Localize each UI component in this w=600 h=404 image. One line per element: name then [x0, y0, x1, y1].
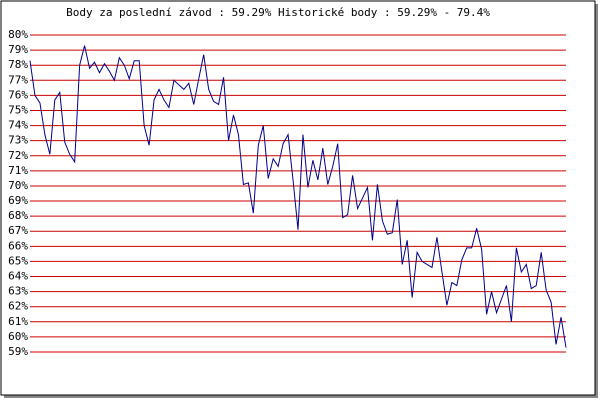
y-tick-label: 59%	[8, 345, 28, 358]
y-tick-label: 78%	[8, 58, 28, 71]
y-tick-label: 62%	[8, 300, 28, 313]
chart-title: Body za poslední závod : 59.29% Historic…	[66, 6, 490, 19]
y-tick-label: 76%	[8, 88, 28, 101]
y-tick-label: 70%	[8, 179, 28, 192]
y-tick-label: 61%	[8, 315, 28, 328]
y-tick-label: 75%	[8, 103, 28, 116]
frame	[0, 0, 596, 396]
y-tick-label: 63%	[8, 285, 28, 298]
y-tick-label: 77%	[8, 73, 28, 86]
y-tick-label: 69%	[8, 194, 28, 207]
y-tick-label: 71%	[8, 164, 28, 177]
data-line	[29, 45, 567, 348]
y-tick-label: 65%	[8, 254, 28, 267]
y-tick-label: 60%	[8, 330, 28, 343]
y-tick-label: 67%	[8, 224, 28, 237]
y-tick-label: 73%	[8, 134, 28, 147]
y-tick-label: 72%	[8, 149, 28, 162]
y-tick-label: 66%	[8, 239, 28, 252]
y-tick-label: 74%	[8, 119, 28, 132]
y-tick-label: 68%	[8, 209, 28, 222]
y-tick-label: 64%	[8, 270, 28, 283]
y-tick-label: 79%	[8, 43, 28, 56]
y-tick-label: 80%	[8, 28, 28, 41]
